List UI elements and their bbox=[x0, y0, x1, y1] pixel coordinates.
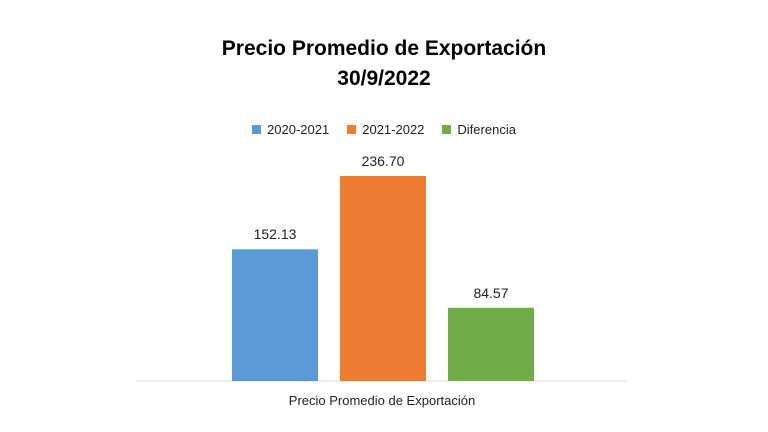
legend-swatch-diferencia bbox=[442, 125, 452, 134]
chart-title: Precio Promedio de Exportación bbox=[221, 37, 547, 60]
legend-item-2020-2021: 2020-2021 bbox=[252, 122, 329, 137]
chart-legend: 2020-2021 2021-2022 Diferencia bbox=[0, 122, 768, 137]
legend-label-2020-2021: 2020-2021 bbox=[267, 122, 330, 137]
chart-subtitle: 30/9/2022 bbox=[337, 67, 431, 90]
data-label-2020-2021: 152.13 bbox=[254, 226, 297, 242]
data-label-2021-2022: 236.70 bbox=[362, 153, 405, 169]
bar-2021-2022 bbox=[340, 176, 426, 381]
legend-label-2021-2022: 2021-2022 bbox=[362, 122, 425, 137]
legend-swatch-2020-2021 bbox=[252, 125, 262, 134]
legend-label-diferencia: Diferencia bbox=[457, 122, 516, 137]
bar-2020-2021 bbox=[232, 249, 318, 381]
legend-swatch-2021-2022 bbox=[347, 125, 357, 134]
chart-title-block: Precio Promedio de Exportación 30/9/2022 bbox=[0, 34, 768, 94]
legend-item-2021-2022: 2021-2022 bbox=[347, 122, 424, 137]
data-label-diferencia: 84.57 bbox=[473, 285, 508, 301]
bar-group: 152.13 236.70 84.57 bbox=[232, 153, 534, 381]
x-axis-category-label: Precio Promedio de Exportación bbox=[289, 393, 475, 408]
bar-diferencia bbox=[448, 307, 534, 381]
legend-item-diferencia: Diferencia bbox=[442, 122, 516, 137]
